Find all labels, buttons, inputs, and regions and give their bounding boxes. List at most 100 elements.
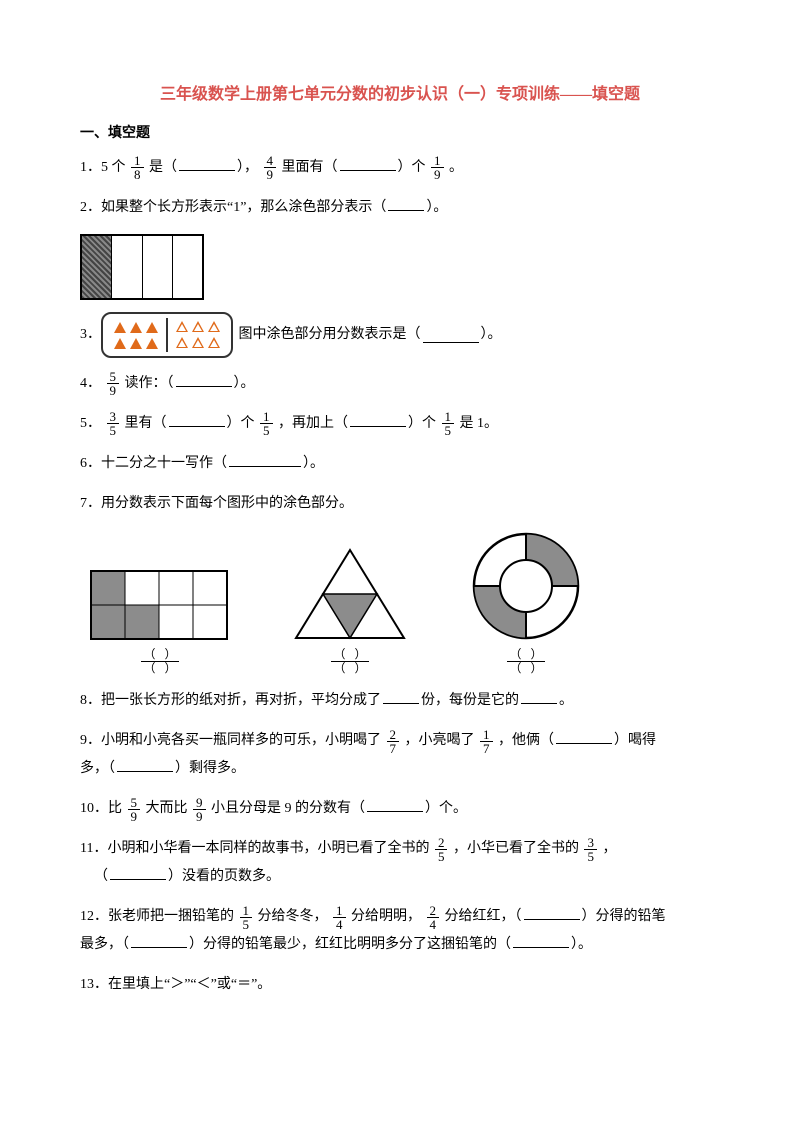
blank[interactable] [176,372,232,387]
q5-pre: 5． [80,416,101,431]
q3-pre: 3． [80,321,101,349]
q10-text: ）个。 [425,801,467,816]
blank[interactable] [521,689,557,704]
q3-text: ）。 [481,321,502,349]
blank[interactable] [169,412,225,427]
triangle-outline-icon [192,321,204,333]
q9-text: 9．小明和小亮各买一瓶同样多的可乐，小明喝了 [80,733,381,748]
q1-text: ）， [237,160,258,175]
triangle-icon [130,322,142,333]
q12-text: ）。 [571,937,592,952]
triangle-outline-icon [208,321,220,333]
blank[interactable] [117,757,173,772]
fraction-blank[interactable]: （ ） （ ） [331,648,368,675]
fraction-1-5: 15 [240,904,253,931]
blank[interactable] [513,933,569,948]
question-5: 5． 35 里有（）个 15 ，再加上（）个 15 是 1。 [80,410,720,438]
q1-text: 1．5 个 [80,160,126,175]
q11-text: （ [94,869,108,884]
page-root: 三年级数学上册第七单元分数的初步认识（一）专项训练——填空题 一、填空题 1．5… [0,0,800,1051]
q12-text: 最多，（ [80,937,129,952]
triangle-outline-icon [192,337,204,349]
q7-fig-circle: （ ） （ ） [470,530,582,675]
q12-text: 分给冬冬， [258,909,328,924]
q5-text: 是 1。 [460,416,499,431]
triangle-outline-icon [176,337,188,349]
q9-text: 多，（ [80,761,115,776]
triangle-outline-icon [208,337,220,349]
question-9: 9．小明和小亮各买一瓶同样多的可乐，小明喝了 27 ，小亮喝了 17 ，他俩（）… [80,727,720,783]
q7-fig-triangle: （ ） （ ） [290,546,410,675]
rect-cell [143,236,173,298]
question-6: 6．十二分之十一写作（）。 [80,450,720,478]
circle-quarters-icon [470,530,582,642]
blank[interactable] [340,156,396,171]
q12-text: ）分得的铅笔 [582,909,666,924]
tri-half-right [171,318,225,352]
blank[interactable] [367,797,423,812]
fraction-blank[interactable]: （ ） （ ） [507,648,544,675]
q9-text: ）剩得多。 [175,761,245,776]
fraction-1-4: 14 [333,904,346,931]
q11-text: ， [602,841,616,856]
rect-cell [173,236,202,298]
fraction-3-5: 35 [584,836,597,863]
q3-triangles-figure [101,312,233,358]
q9-text: ，小亮喝了 [405,733,475,748]
q1-text: 是（ [149,160,177,175]
q4-text: 读作：（ [125,376,174,391]
triangle-outline-icon [176,321,188,333]
q11-text: ）没看的页数多。 [168,869,280,884]
blank[interactable] [350,412,406,427]
fraction-5-9: 59 [107,370,120,397]
q4-text: ）。 [234,376,255,391]
fraction-3-5: 35 [107,410,120,437]
fraction-4-9: 49 [264,154,277,181]
page-title: 三年级数学上册第七单元分数的初步认识（一）专项训练——填空题 [80,80,720,104]
blank[interactable] [388,196,424,211]
question-10: 10．比 59 大而比 99 小且分母是 9 的分数有（）个。 [80,795,720,823]
q7-figures-row: （ ） （ ） （ ） （ ） [90,530,720,675]
fraction-9-9: 99 [193,796,206,823]
blank[interactable] [524,905,580,920]
question-3: 3． 图中涂色部分用分数表示是（ ）。 [80,312,720,358]
fraction-blank[interactable]: （ ） （ ） [141,648,178,675]
rect-cell [112,236,142,298]
q5-text: ）个 [227,416,255,431]
q4-pre: 4． [80,376,101,391]
q2-text: ）。 [426,200,447,215]
q3-text: 图中涂色部分用分数表示是（ [239,321,421,349]
q5-text: ）个 [408,416,436,431]
q12-text: 分给红红，（ [445,909,522,924]
q7-fig-grid: （ ） （ ） [90,570,230,675]
q10-text: 小且分母是 9 的分数有（ [211,801,365,816]
q2-rectangle-figure [80,234,204,300]
q8-text: 。 [559,693,573,708]
question-1: 1．5 个 18 是（）， 49 里面有（）个 19 。 [80,154,720,182]
question-8: 8．把一张长方形的纸对折，再对折，平均分成了份，每份是它的。 [80,687,720,715]
fraction-5-9: 59 [128,796,141,823]
triangle-icon [114,322,126,333]
q8-text: 8．把一张长方形的纸对折，再对折，平均分成了 [80,693,381,708]
q1-text: ）个 [398,160,426,175]
fraction-2-5: 25 [435,836,448,863]
blank[interactable] [229,452,301,467]
question-11: 11．小明和小华看一本同样的故事书，小明已看了全书的 25 ，小华已看了全书的 … [80,835,720,891]
q5-text: 里有（ [125,416,167,431]
q10-text: 10．比 [80,801,122,816]
triangle-quarters-icon [290,546,410,642]
q1-text: 。 [449,160,463,175]
tri-half-left [109,318,163,352]
q12-text: 分给明明， [351,909,421,924]
q1-text: 里面有（ [282,160,338,175]
blank[interactable] [110,865,166,880]
blank[interactable] [383,689,419,704]
question-12: 12．张老师把一捆铅笔的 15 分给冬冬， 14 分给明明， 24 分给红红，（… [80,903,720,959]
q6-text: ）。 [303,456,324,471]
blank[interactable] [131,933,187,948]
question-2: 2．如果整个长方形表示“1”，那么涂色部分表示（）。 [80,194,720,222]
blank[interactable] [179,156,235,171]
blank[interactable] [423,328,479,343]
blank[interactable] [556,729,612,744]
q11-text: 11．小明和小华看一本同样的故事书，小明已看了全书的 [80,841,429,856]
